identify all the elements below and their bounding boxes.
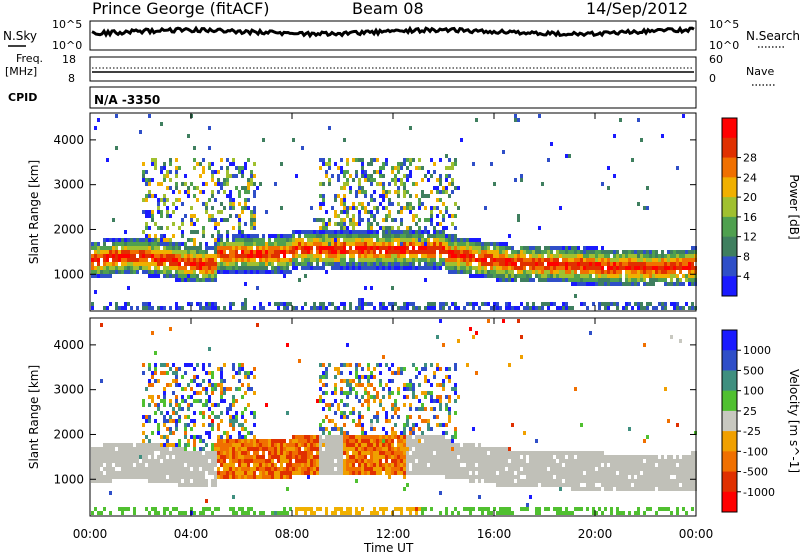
freq-tick-bottom: 8 xyxy=(68,72,75,85)
velocity-ytick-label: 2000 xyxy=(53,427,84,441)
power-colorbar-tick-label: 16 xyxy=(743,211,757,224)
velocity-colorbar-tick-label: 100 xyxy=(743,385,764,398)
velocity-colorbar: 1000 500 100 25 -25 -100 -500 -1000 Velocity [m … xyxy=(721,329,800,513)
power-colorbar-frame xyxy=(721,117,738,297)
beam-title: Beam 08 xyxy=(352,0,424,18)
nave-tick-bottom: 0 xyxy=(709,72,716,85)
velocity-colorbar-tick-label: -100 xyxy=(743,445,768,458)
nsearch-tick-bottom: 10^0 xyxy=(709,39,739,52)
nsky-line xyxy=(91,25,695,39)
time-tick-label: 12:00 xyxy=(376,527,411,541)
velocity-colorbar-tick-label: 1000 xyxy=(743,344,771,357)
nsky-panel-frame xyxy=(89,20,697,51)
velocity-colorbar-segment xyxy=(722,471,737,493)
nsky-tick-top: 10^5 xyxy=(52,18,82,31)
velocity-colorbar-tick-label: 500 xyxy=(743,364,764,377)
power-ytick-label: 3000 xyxy=(53,178,84,192)
time-tick-label: 00:00 xyxy=(679,527,714,541)
site-title: Prince George (fitACF) xyxy=(92,0,270,18)
power-ytick-label: 1000 xyxy=(53,267,84,281)
power-colorbar-segment xyxy=(722,256,737,277)
velocity-colorbar-segment xyxy=(722,451,737,473)
power-colorbar: 4 8 12 16 20 24 28 Power [dB] xyxy=(721,117,800,297)
time-tick-label: 20:00 xyxy=(578,527,613,541)
power-colorbar-label: Power [dB] xyxy=(787,174,800,239)
velocity-colorbar-label: Velocity [m s^-1] xyxy=(787,369,800,473)
velocity-colorbar-tick-label: 25 xyxy=(743,405,757,418)
nsky-label: N.Sky xyxy=(3,29,37,43)
nave-label: Nave xyxy=(746,65,774,78)
date-title: 14/Sep/2012 xyxy=(586,0,688,18)
velocity-colorbar-segment xyxy=(722,431,737,452)
power-ytick-label: 2000 xyxy=(53,222,84,236)
velocity-ytick-label: 3000 xyxy=(53,383,84,397)
power-colorbar-segment xyxy=(722,177,737,198)
nsky-trace xyxy=(91,25,695,39)
velocity-colorbar-segment xyxy=(722,390,737,412)
time-tick-label: 08:00 xyxy=(275,527,310,541)
velocity-colorbar-tick-label: -500 xyxy=(743,466,768,479)
power-colorbar-segment xyxy=(722,276,737,297)
time-tick-label: 16:00 xyxy=(477,527,512,541)
freq-unit: [MHz] xyxy=(5,65,37,78)
power-colorbar-tick-label: 8 xyxy=(743,250,750,263)
power-colorbar-tick-label: 4 xyxy=(743,270,750,283)
power-colorbar-segment xyxy=(722,118,737,139)
nsearch-tick-top: 10^5 xyxy=(709,18,739,31)
time-tick-label: 00:00 xyxy=(73,527,108,541)
cpid-panel-frame xyxy=(89,86,697,109)
velocity-colorbar-segment xyxy=(722,330,737,351)
nsky-tick-bottom: 10^0 xyxy=(52,39,82,52)
power-ylabel: Slant Range [km] xyxy=(27,160,41,264)
power-colorbar-segment xyxy=(722,216,737,238)
power-scatter-cells xyxy=(91,114,697,310)
cpid-label: CPID xyxy=(8,91,37,104)
power-colorbar-tick-label: 24 xyxy=(743,171,757,184)
freq-panel-frame xyxy=(89,56,697,82)
power-panel: 1000 2000 3000 4000 Slant Range [km] xyxy=(27,112,697,312)
velocity-colorbar-frame xyxy=(721,329,738,513)
velocity-colorbar-tick-label: -25 xyxy=(743,425,761,438)
velocity-scatter-cells xyxy=(91,319,697,515)
power-colorbar-segment xyxy=(722,197,737,218)
velocity-ylabel: Slant Range [km] xyxy=(27,365,41,469)
power-colorbar-tick-label: 12 xyxy=(743,231,757,244)
nave-tick-top: 60 xyxy=(709,53,723,66)
cpid-value: N/A -3350 xyxy=(94,93,160,107)
time-tick-label: 04:00 xyxy=(174,527,209,541)
velocity-colorbar-segment xyxy=(722,370,737,392)
x-axis-title: Time UT xyxy=(363,541,414,554)
velocity-ytick-label: 4000 xyxy=(53,338,84,352)
power-colorbar-segment xyxy=(722,137,737,159)
velocity-colorbar-segment xyxy=(722,350,737,371)
freq-tick-top: 18 xyxy=(62,53,76,66)
velocity-colorbar-segment xyxy=(722,491,737,513)
power-colorbar-segment xyxy=(722,236,737,257)
velocity-panel: 1000 2000 3000 4000 Slant Range [km] xyxy=(27,317,697,517)
velocity-colorbar-segment xyxy=(722,410,737,432)
velocity-ytick-label: 1000 xyxy=(53,472,84,486)
time-axis: 00:00 04:00 08:00 12:00 16:00 20:00 00:00 xyxy=(73,527,714,541)
power-ytick-label: 4000 xyxy=(53,133,84,147)
power-colorbar-tick-label: 20 xyxy=(743,191,757,204)
nsearch-label: N.Search xyxy=(746,29,800,43)
velocity-colorbar-tick-label: -1000 xyxy=(743,486,775,499)
power-colorbar-segment xyxy=(722,157,737,178)
power-colorbar-tick-label: 28 xyxy=(743,152,757,165)
freq-label: Freq. xyxy=(16,52,43,65)
